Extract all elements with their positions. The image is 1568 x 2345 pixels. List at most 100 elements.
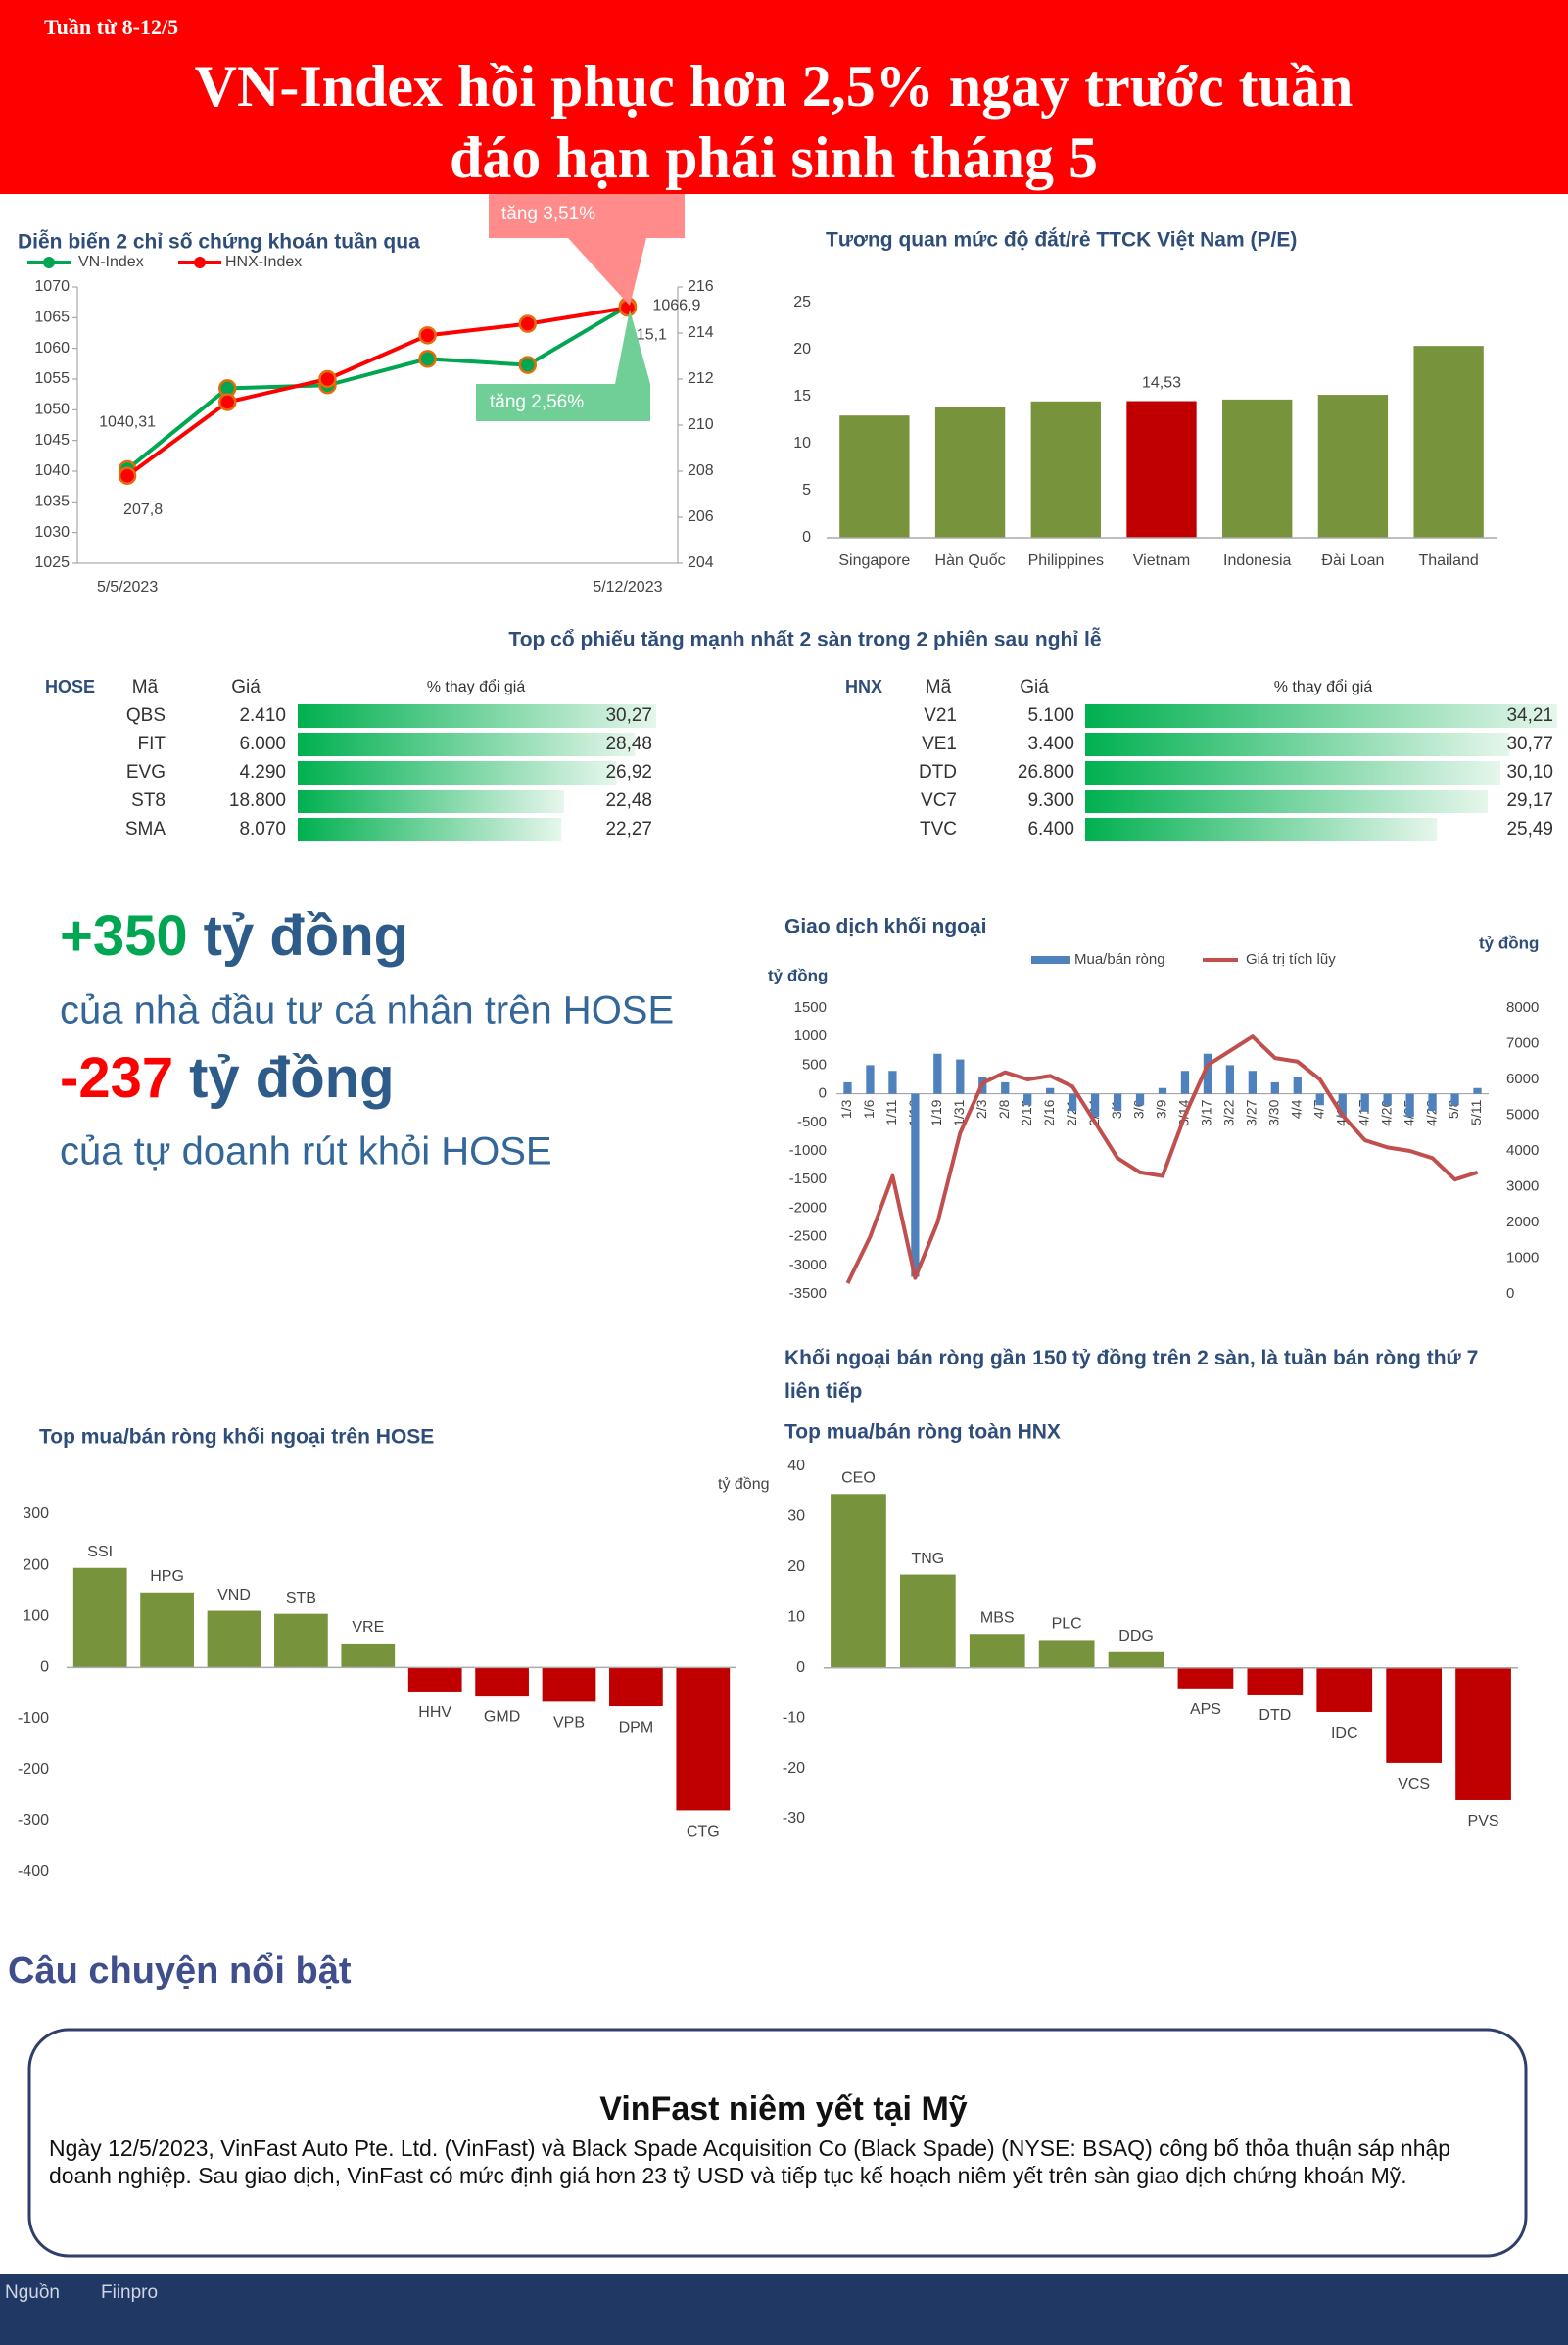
story-body: Ngày 12/5/2023, VinFast Auto Pte. Ltd. (… [49, 2135, 1451, 2188]
bar [341, 1643, 396, 1668]
category-label: APS [1190, 1701, 1221, 1718]
stock-price: 6.000 [239, 734, 286, 754]
change-label: 30,27 [605, 705, 652, 726]
y-tick-label: 100 [23, 1608, 49, 1625]
bar [676, 1667, 731, 1811]
callout-box [489, 194, 685, 238]
bar [839, 415, 910, 538]
change-bar [1085, 704, 1557, 728]
point [318, 369, 337, 389]
change-bar [298, 761, 617, 785]
stock-code: DTD [919, 762, 957, 783]
y-tick-label: 30 [787, 1508, 805, 1525]
x-tick-label: 5/5/2023 [97, 579, 158, 596]
point [418, 326, 437, 345]
bar [1315, 1093, 1324, 1106]
legend-label: Giá trị tích lũy [1246, 951, 1336, 968]
x-tick-label: 4/4 [1288, 1099, 1304, 1119]
stock-code: EVG [126, 762, 166, 783]
change-label: 22,27 [605, 819, 652, 839]
bar [1158, 1087, 1167, 1094]
point [218, 393, 237, 411]
y2-axis-label: tỷ đồng [1479, 933, 1539, 952]
legend-marker [43, 257, 55, 268]
change-bar [1085, 733, 1510, 756]
point [518, 356, 537, 374]
footer-band [0, 2274, 1568, 2345]
x-tick-label: 3/22 [1221, 1099, 1237, 1125]
stock-price: 8.070 [239, 819, 286, 839]
bar [609, 1667, 663, 1707]
annotation: tăng 2,56% [490, 392, 584, 412]
stock-code: QBS [126, 705, 166, 726]
bar [1428, 1093, 1437, 1112]
bar [542, 1667, 596, 1702]
y-tick-label: 0 [40, 1659, 49, 1676]
stock-code: SMA [125, 819, 166, 839]
bar [911, 1093, 920, 1277]
column-header: Mã [926, 677, 952, 697]
y-tick-label: -200 [18, 1761, 49, 1778]
stock-code: VE1 [922, 734, 957, 754]
series-line [845, 1034, 1479, 1284]
highlight-text: của tự doanh rút khỏi HOSE [60, 1130, 552, 1173]
highlight-unit: tỷ đồng [204, 904, 408, 968]
y-axis-label: tỷ đồng [768, 966, 828, 984]
category-label: CEO [841, 1470, 876, 1487]
callout-pointer [615, 310, 650, 384]
column-header: Giá [1020, 677, 1049, 697]
category-label: DTD [1259, 1707, 1291, 1724]
y-tick-label: 300 [23, 1506, 49, 1522]
y2-tick-label: 7000 [1506, 1034, 1539, 1051]
highlight-unit: tỷ đồng [189, 1046, 394, 1110]
bar [1038, 1640, 1095, 1668]
bar [140, 1592, 194, 1668]
highlight-amount: -237 [60, 1046, 173, 1110]
y-tick-label: -2500 [789, 1228, 827, 1245]
y-tick-label: 1025 [34, 554, 70, 571]
category-label: Thailand [1418, 552, 1478, 569]
y2-tick-label: 8000 [1506, 999, 1539, 1016]
stock-price: 26.800 [1018, 762, 1074, 783]
bar [407, 1667, 462, 1692]
bar [1248, 1071, 1257, 1094]
bar [1030, 401, 1101, 538]
change-label: 26,92 [605, 762, 652, 783]
x-tick-label: 1/3 [838, 1099, 854, 1119]
bar [1090, 1093, 1100, 1117]
source: Fiinpro [101, 2282, 158, 2303]
stock-code: VC7 [921, 790, 957, 811]
y2-tick-label: 3000 [1506, 1177, 1539, 1194]
value-label: 207,8 [123, 502, 163, 518]
y2-tick-label: 216 [688, 278, 714, 295]
highlight-amount: +350 [60, 904, 188, 968]
y-tick-label: 1065 [34, 310, 70, 326]
bar [475, 1667, 529, 1697]
y-tick-label: 40 [787, 1458, 805, 1474]
bar [1413, 346, 1484, 538]
column-header: % thay đổi giá [427, 678, 526, 695]
category-label: IDC [1331, 1725, 1358, 1742]
y2-tick-label: 212 [688, 370, 714, 387]
bar [1108, 1651, 1164, 1668]
y2-tick-label: 0 [1506, 1285, 1514, 1302]
change-label: 29,17 [1506, 790, 1553, 811]
stock-price: 3.400 [1027, 734, 1074, 754]
stock-code: TVC [920, 819, 957, 839]
bar [1473, 1087, 1482, 1094]
y2-tick-label: 206 [688, 508, 714, 525]
y-tick-label: 15 [793, 388, 811, 405]
highlight: +350 tỷ đồng [60, 904, 408, 968]
bar [899, 1574, 956, 1668]
y2-tick-label: 4000 [1506, 1142, 1539, 1159]
story-box [27, 2028, 1528, 2258]
y-tick-label: -400 [18, 1863, 49, 1880]
y-axis-label: tỷ đồng [718, 1476, 769, 1493]
bar [1023, 1093, 1032, 1106]
bar [1180, 1071, 1190, 1094]
y-tick-label: 1040 [34, 462, 70, 479]
legend-label: Mua/bán ròng [1074, 951, 1165, 968]
series-line [125, 304, 629, 471]
y2-tick-label: 2000 [1506, 1214, 1539, 1230]
y-tick-label: 0 [796, 1659, 805, 1676]
